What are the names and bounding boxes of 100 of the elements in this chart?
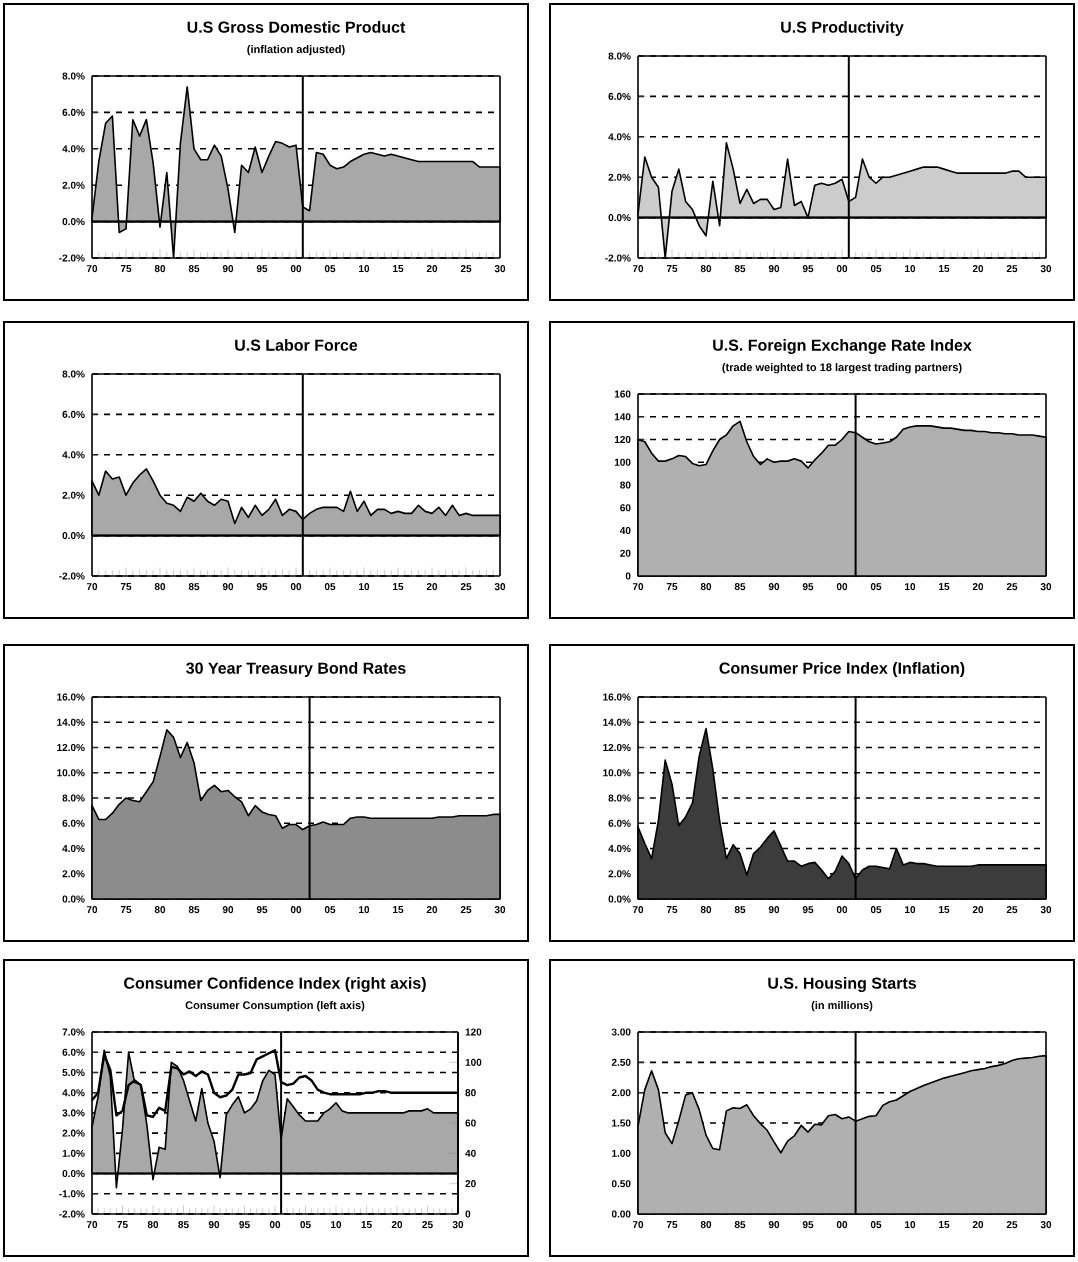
y-tick-label: 2.00 [611, 1089, 631, 1097]
y-tick-label: 40 [619, 526, 631, 535]
x-tick-label: 25 [460, 583, 472, 591]
x-tick-label: 85 [178, 1221, 189, 1229]
x-tick-label: 15 [939, 1221, 950, 1229]
x-tick-label: 10 [359, 906, 370, 914]
y2-tick-label: 20 [465, 1180, 476, 1188]
y-tick-label: 8.0% [608, 794, 631, 802]
x-tick-label: 00 [836, 906, 848, 914]
x-tick-label: 20 [972, 265, 984, 273]
x-tick-label: 05 [324, 265, 336, 273]
y-tick-label: 0 [625, 572, 631, 580]
y-tick-label: 1.50 [612, 1119, 631, 1127]
y2-tick-label: 0 [465, 1210, 471, 1218]
y-tick-label: 8.0% [62, 794, 85, 802]
y2-tick-label: 120 [465, 1028, 482, 1036]
y2-tick-label: 40 [465, 1149, 476, 1157]
x-tick-label: 30 [494, 906, 506, 914]
x-tick-label: 20 [426, 265, 438, 273]
x-tick-label: 90 [222, 583, 234, 591]
y-tick-label: 1.00 [612, 1149, 631, 1157]
y-tick-label: 6.0% [62, 108, 85, 116]
y-tick-label: 14.0% [603, 718, 631, 726]
y-tick-label: 6.0% [62, 410, 85, 418]
y-tick-label: 0.00 [611, 1210, 631, 1218]
x-tick-label: 75 [666, 906, 678, 914]
x-tick-label: 70 [86, 906, 98, 914]
y2-tick-label: 60 [465, 1119, 476, 1127]
x-tick-label: 80 [700, 583, 712, 591]
y-tick-label: 0.0% [62, 895, 85, 903]
y-tick-label: 16.0% [603, 693, 631, 701]
x-tick-label: 20 [391, 1221, 403, 1229]
y-tick-label: 2.50 [611, 1058, 631, 1066]
y-tick-label: 60 [620, 504, 631, 512]
x-tick-label: 80 [147, 1221, 159, 1229]
x-tick-label: 75 [120, 906, 132, 914]
x-tick-label: 70 [86, 583, 98, 591]
chart-subtitle: (in millions) [811, 1001, 873, 1012]
x-tick-label: 95 [802, 906, 814, 914]
x-tick-label: 20 [426, 583, 438, 591]
y-tick-label: -1.0% [59, 1190, 85, 1198]
x-tick-label: 95 [802, 583, 814, 591]
x-tick-label: 85 [734, 583, 746, 591]
x-tick-label: 80 [700, 1221, 712, 1229]
x-tick-label: 10 [359, 583, 370, 591]
y-tick-label: 14.0% [57, 718, 85, 726]
y-tick-label: 10.0% [603, 769, 631, 777]
chart-title: U.S Productivity [781, 21, 904, 36]
x-tick-label: 15 [939, 265, 950, 273]
x-tick-label: 20 [972, 1221, 984, 1229]
x-tick-label: 80 [154, 906, 166, 914]
x-tick-label: 00 [290, 906, 302, 914]
x-tick-label: 15 [393, 583, 404, 591]
x-tick-label: 05 [870, 265, 882, 273]
x-tick-label: 10 [905, 265, 916, 273]
y-tick-label: -2.0% [605, 254, 631, 262]
y-tick-label: 8.0% [62, 370, 85, 378]
x-tick-label: 15 [939, 906, 950, 914]
x-tick-label: 85 [188, 906, 200, 914]
chart-title: U.S Labor Force [235, 339, 358, 351]
y-tick-label: 80 [620, 481, 631, 489]
y-tick-label: 16.0% [57, 693, 85, 701]
x-tick-label: 25 [1006, 583, 1018, 591]
x-tick-label: 70 [632, 583, 644, 591]
y-tick-label: -2.0% [59, 254, 85, 262]
y-tick-label: 0.0% [62, 218, 85, 226]
x-tick-label: 15 [939, 583, 950, 591]
x-tick-label: 00 [290, 265, 302, 273]
y-tick-label: 12.0% [57, 743, 85, 752]
x-tick-label: 90 [222, 265, 234, 273]
x-tick-label: 30 [1040, 906, 1052, 914]
chart-subtitle: (trade weighted to 18 largest trading partners) [722, 363, 962, 374]
y-tick-label: 12.0% [603, 743, 631, 752]
y-tick-label: 10.0% [57, 769, 85, 777]
x-tick-label: 75 [666, 1221, 678, 1229]
x-tick-label: 30 [494, 583, 506, 591]
y-tick-label: 2.0% [62, 1129, 85, 1137]
x-tick-label: 70 [632, 906, 644, 914]
y-tick-label: 4.0% [62, 844, 85, 853]
y-tick-label: -2.0% [59, 1210, 85, 1218]
x-tick-label: 25 [1006, 265, 1018, 273]
chart-title: Consumer Confidence Index (right axis) [124, 977, 426, 993]
x-tick-label: 30 [1040, 265, 1052, 273]
x-tick-label: 05 [324, 906, 336, 914]
x-tick-label: 90 [208, 1221, 220, 1229]
x-tick-label: 15 [393, 265, 404, 273]
x-tick-label: 25 [1006, 1221, 1018, 1229]
x-tick-label: 95 [239, 1221, 250, 1229]
y-tick-label: 0.50 [611, 1180, 631, 1188]
chart-title: 30 Year Treasury Bond Rates [186, 662, 406, 677]
x-tick-label: 90 [768, 265, 780, 273]
x-tick-label: 05 [324, 583, 336, 591]
y-tick-label: 7.0% [62, 1028, 85, 1036]
x-tick-label: 80 [700, 906, 712, 914]
x-tick-label: 00 [836, 583, 848, 591]
x-tick-label: 95 [256, 265, 268, 273]
x-tick-label: 70 [86, 265, 98, 273]
x-tick-label: 20 [972, 906, 984, 914]
y-tick-label: 100 [614, 458, 631, 466]
x-tick-label: 20 [426, 906, 438, 914]
